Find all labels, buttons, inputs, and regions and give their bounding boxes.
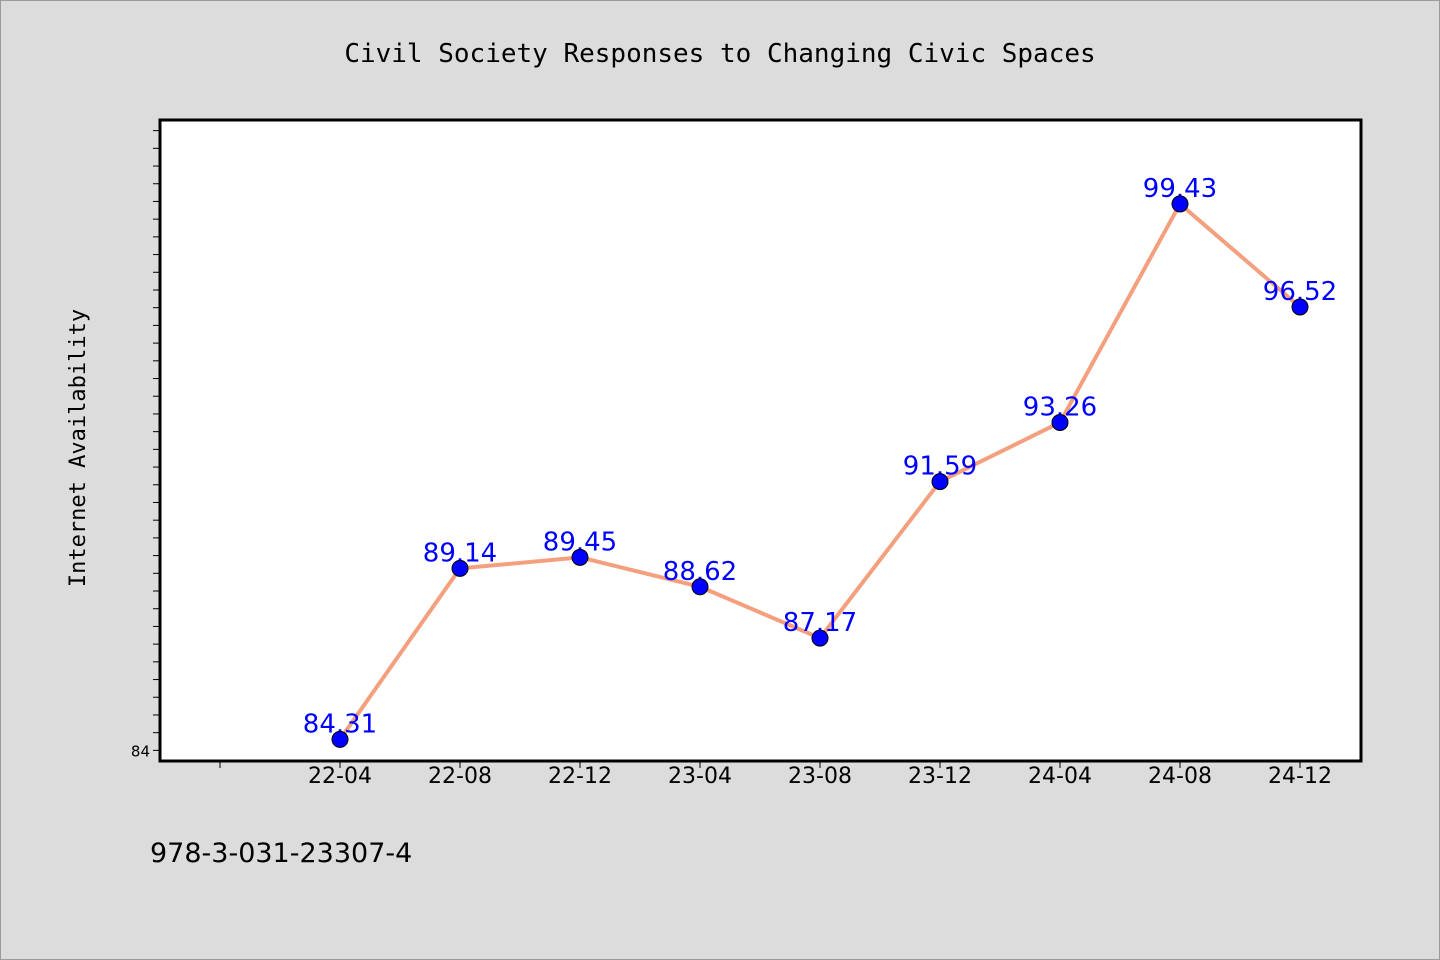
x-tick-label: 24-12 [1268, 764, 1332, 789]
data-markers [331, 195, 1309, 748]
x-tick-label: 23-08 [788, 764, 852, 789]
data-point [1291, 298, 1309, 316]
data-point [691, 578, 709, 596]
data-point [1051, 413, 1069, 431]
data-point [1171, 195, 1189, 213]
chart-title: Civil Society Responses to Changing Civi… [344, 39, 1095, 69]
x-tick-label: 22-08 [428, 764, 492, 789]
data-point [451, 559, 469, 577]
x-tick-label: 24-04 [1028, 764, 1092, 789]
y-tick-label: 84 [131, 742, 150, 760]
y-axis-ticks: 84 [131, 130, 160, 760]
footer-isbn: 978-3-031-23307-4 [150, 838, 412, 869]
x-tick-label: 22-04 [308, 764, 372, 789]
data-point [331, 730, 349, 748]
x-axis-ticks: 22-04 22-08 22-12 23-04 23-08 23-12 24-04 24-08… [219, 761, 1332, 789]
data-point [931, 473, 949, 491]
x-tick-label: 22-12 [548, 764, 612, 789]
data-point [811, 629, 829, 647]
x-tick-label: 23-04 [668, 764, 732, 789]
x-tick-label: 24-08 [1148, 764, 1212, 789]
data-point [571, 548, 589, 566]
y-axis-label: Internet Availability [66, 309, 91, 587]
x-tick-label: 23-12 [908, 764, 972, 789]
plot-area [158, 118, 1363, 763]
